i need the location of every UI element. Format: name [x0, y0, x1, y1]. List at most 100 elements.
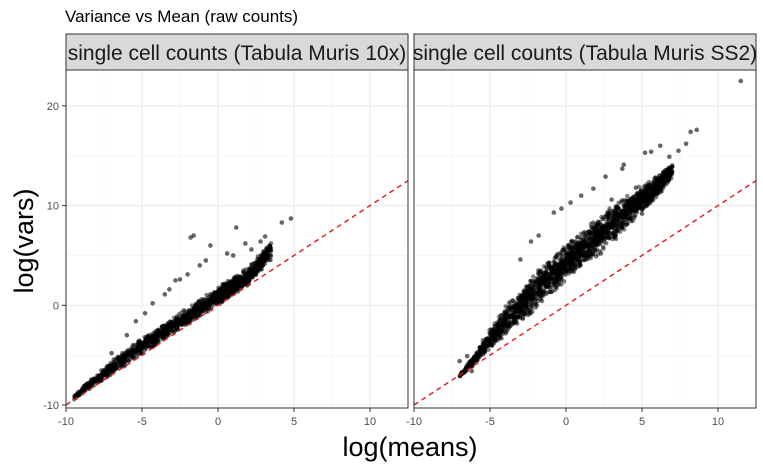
data-point [563, 256, 568, 261]
data-point [525, 294, 531, 299]
y-axis-title: log(vars) [9, 188, 39, 293]
data-point [111, 361, 116, 366]
data-point [586, 239, 591, 245]
x-tick-label: 0 [215, 416, 221, 428]
data-point [173, 278, 178, 283]
data-point [606, 222, 612, 227]
data-point [634, 209, 639, 214]
data-point [597, 231, 602, 236]
data-point [652, 192, 657, 197]
data-point [557, 282, 562, 287]
data-point [103, 371, 109, 376]
data-point [229, 290, 235, 295]
data-point [620, 218, 625, 223]
data-point [167, 287, 172, 292]
data-point [520, 297, 525, 302]
data-point [663, 177, 668, 183]
data-point [552, 264, 557, 270]
data-point [497, 333, 503, 338]
data-point [629, 219, 634, 224]
data-point [235, 278, 240, 283]
data-point [609, 224, 615, 229]
data-point [641, 189, 646, 195]
data-point [518, 308, 523, 313]
data-point [167, 319, 172, 324]
data-point [648, 149, 654, 155]
data-point [539, 280, 545, 285]
x-tick-label: -10 [406, 416, 422, 428]
data-point [84, 387, 89, 392]
data-point [558, 278, 563, 283]
data-point [595, 227, 601, 232]
data-point [668, 173, 673, 178]
data-point [200, 308, 206, 313]
data-point [475, 353, 481, 359]
data-point [546, 261, 551, 266]
data-point [584, 254, 590, 259]
data-point [130, 355, 135, 360]
data-point [143, 338, 148, 343]
data-point [530, 296, 535, 302]
data-point [504, 312, 509, 317]
data-point [197, 263, 203, 268]
facet-panel-1: single cell counts (Tabula Muris 10x) -10… [43, 33, 409, 428]
data-point [505, 324, 510, 329]
data-point [694, 127, 700, 133]
data-point [143, 344, 148, 349]
data-point [603, 236, 608, 241]
data-point [598, 251, 604, 256]
data-point [564, 250, 569, 255]
data-point [574, 249, 580, 254]
data-point [262, 234, 268, 239]
data-point [550, 270, 555, 275]
data-point [529, 303, 534, 308]
y-tick-label: 10 [47, 201, 59, 213]
y-tick-label: 0 [53, 300, 59, 312]
data-point [619, 166, 625, 172]
data-point [163, 326, 169, 331]
data-point [107, 365, 112, 370]
data-point [593, 223, 598, 228]
data-point [600, 226, 606, 231]
data-point [173, 317, 178, 322]
data-point [203, 258, 209, 263]
data-point [189, 303, 195, 308]
data-point [99, 376, 104, 382]
data-point [535, 291, 540, 296]
data-point [629, 196, 635, 201]
data-point [586, 245, 592, 250]
data-point [619, 212, 624, 217]
scatter-points [457, 78, 744, 379]
data-point [489, 342, 495, 348]
data-point [621, 199, 626, 204]
data-point [537, 286, 542, 291]
data-point [224, 251, 230, 256]
data-point [613, 222, 619, 227]
data-point [279, 220, 285, 225]
data-point [578, 193, 584, 198]
data-point [577, 263, 582, 268]
data-point [121, 361, 126, 366]
data-point [552, 255, 557, 261]
data-point [567, 266, 573, 271]
data-point [512, 309, 517, 315]
data-point [222, 288, 227, 293]
data-point [561, 279, 567, 284]
y-tick-label: 20 [47, 101, 59, 113]
data-point [135, 345, 140, 350]
data-point [655, 188, 661, 193]
data-point [153, 329, 158, 334]
data-point [644, 203, 649, 209]
data-point [557, 267, 562, 272]
data-point [135, 339, 141, 344]
data-point [191, 310, 196, 315]
data-point [572, 269, 577, 274]
data-point [630, 207, 635, 212]
data-point [483, 339, 488, 344]
data-point [548, 264, 554, 269]
data-point [492, 323, 497, 329]
data-point [614, 206, 619, 211]
data-point [188, 235, 193, 240]
data-point [246, 269, 251, 275]
data-point [107, 371, 112, 376]
